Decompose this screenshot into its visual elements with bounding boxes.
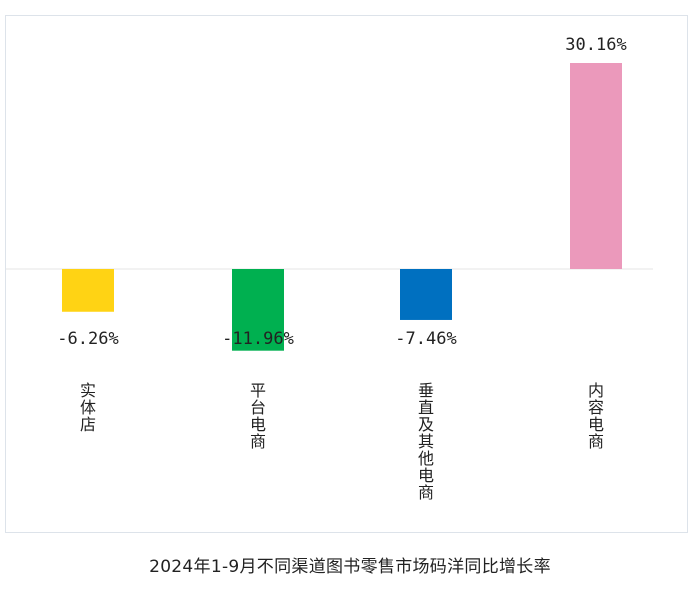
data-label-2: -7.46% [395,329,456,349]
bar-1 [232,269,284,351]
category-label-3: 内容电商 [588,381,604,451]
data-label-0: -6.26% [57,329,118,349]
category-label-1: 平台电商 [250,381,266,451]
bar-chart: -6.26% -11.96% -7.46% 30.16% 实体店 平台电商 垂直及其他电商… [6,35,653,502]
category-label-0: 实体店 [80,381,96,434]
bar-0 [62,269,114,312]
bar-2 [400,269,452,320]
category-label-2: 垂直及其他电商 [418,381,434,502]
data-label-3: 30.16% [565,35,626,55]
data-label-1: -11.96% [222,329,294,349]
bar-3 [570,63,622,269]
chart-title: 2024年1-9月不同渠道图书零售市场码洋同比增长率 [149,557,551,577]
